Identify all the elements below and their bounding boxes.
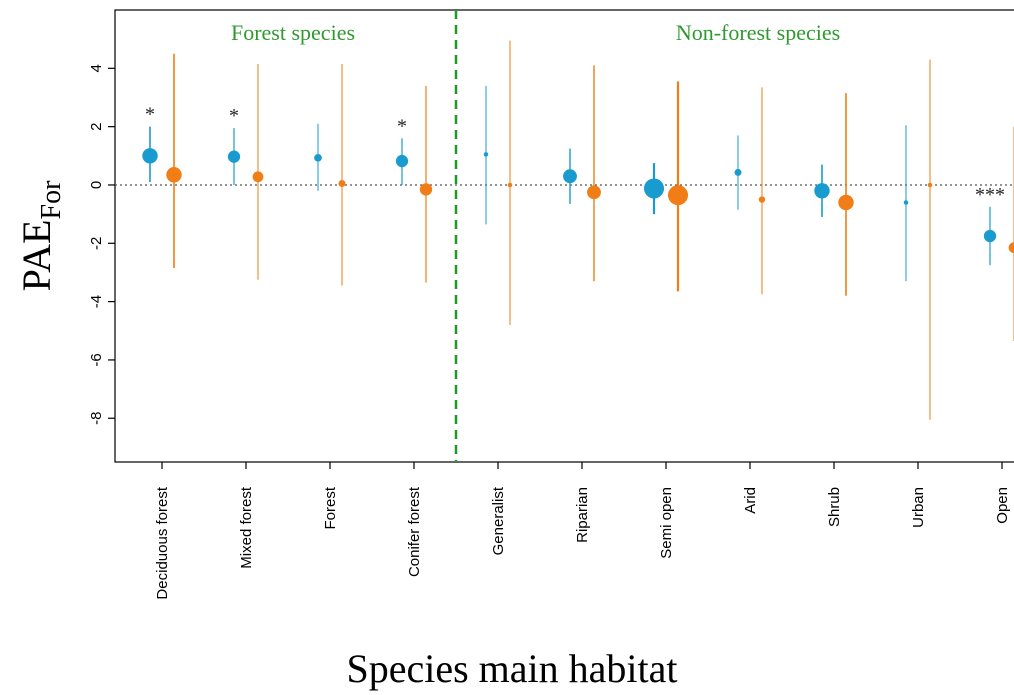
y-axis-title-subscript: For — [36, 180, 67, 220]
data-point-s2 — [587, 185, 601, 200]
y-tick-label: 2 — [88, 122, 105, 130]
data-point-s1 — [314, 154, 322, 162]
x-tick-label: Semi open — [658, 487, 675, 559]
data-point-s1 — [643, 178, 665, 199]
x-tick-label: Generalist — [490, 486, 507, 555]
data-point-s2 — [338, 179, 346, 188]
significance-marker: * — [229, 105, 239, 127]
y-tick-label: -2 — [88, 237, 105, 250]
y-axis-title: PAEFor — [14, 180, 67, 291]
data-point-s2 — [838, 194, 854, 211]
y-tick-label: -6 — [88, 353, 105, 366]
y-tick-label: -8 — [88, 412, 105, 425]
significance-marker: * — [145, 104, 155, 126]
significance-marker: * — [397, 115, 407, 137]
x-tick-label: Conifer forest — [406, 486, 423, 577]
y-tick-label: -4 — [88, 295, 105, 308]
data-layer: * * **** — [142, 40, 1014, 420]
data-point-s2 — [166, 167, 182, 183]
x-axis-title: Species main habitat — [346, 646, 677, 691]
x-tick-label: Open — [994, 487, 1011, 524]
data-point-s1 — [734, 168, 742, 176]
data-point-s1 — [983, 229, 997, 243]
x-tick-label: Urban — [910, 487, 927, 528]
x-tick-label: Forest — [322, 486, 339, 529]
y-tick-label: 4 — [88, 64, 105, 72]
group-label-non-forest: Non-forest species — [676, 20, 840, 45]
significance-marker: *** — [975, 184, 1005, 206]
x-tick-label: Arid — [742, 487, 759, 514]
data-point-s1 — [814, 183, 830, 199]
axes-layer: 4 2 0 -2 -4 -6 -8 Deciduous forest Mixed forest F… — [88, 9, 1014, 600]
data-point-s2 — [927, 182, 933, 188]
plot-frame — [114, 9, 1014, 463]
data-point-s2 — [667, 185, 689, 206]
y-axis-title-main: PAE — [14, 220, 59, 292]
data-point-s2 — [252, 171, 264, 183]
x-tick-label: Shrub — [826, 487, 843, 527]
x-tick-label: Mixed forest — [238, 486, 255, 569]
group-label-forest: Forest species — [231, 20, 355, 45]
data-point-s1 — [563, 169, 577, 184]
label-layer: Forest species Non-forest species Specie… — [14, 20, 840, 691]
data-point-s2 — [419, 183, 433, 196]
data-point-s2 — [758, 196, 766, 203]
data-point-s1 — [395, 154, 409, 168]
data-point-s1 — [903, 200, 909, 205]
svg-text:PAEFor: PAEFor — [14, 180, 67, 291]
data-point-s1 — [142, 148, 158, 164]
x-tick-label: Deciduous forest — [154, 486, 171, 599]
x-tick-label: Riparian — [574, 487, 591, 543]
y-tick-label: 0 — [88, 181, 105, 189]
data-point-s1 — [483, 152, 489, 157]
data-point-s2 — [1008, 242, 1014, 254]
data-point-s1 — [227, 150, 241, 163]
data-point-s2 — [507, 182, 513, 188]
